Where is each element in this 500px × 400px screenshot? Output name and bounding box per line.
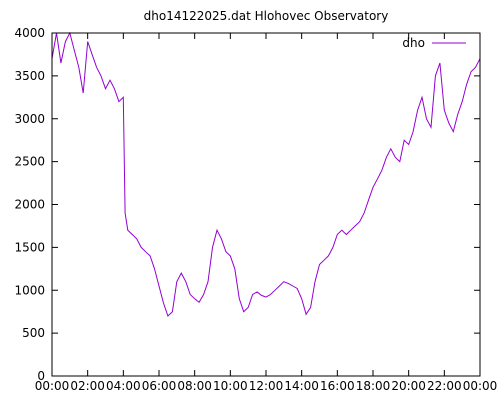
x-tick-label: 08:00 <box>177 379 212 393</box>
y-tick-label: 2500 <box>14 155 45 169</box>
y-tick-label: 3500 <box>14 69 45 83</box>
chart-title: dho14122025.dat Hlohovec Observatory <box>144 9 389 23</box>
y-tick-label: 4000 <box>14 26 45 40</box>
x-tick-label: 10:00 <box>213 379 248 393</box>
y-tick-label: 3000 <box>14 112 45 126</box>
y-tick-label: 0 <box>37 369 45 383</box>
x-tick-label: 20:00 <box>391 379 426 393</box>
y-tick-label: 2000 <box>14 198 45 212</box>
plot-frame <box>51 32 481 377</box>
y-tick-label: 1500 <box>14 240 45 254</box>
x-tick-label: 16:00 <box>320 379 355 393</box>
x-tick-label: 22:00 <box>427 379 462 393</box>
x-tick-label: 06:00 <box>142 379 177 393</box>
x-tick-label: 18:00 <box>356 379 391 393</box>
x-tick-label: 02:00 <box>70 379 105 393</box>
series-line-dho <box>51 31 481 317</box>
x-tick-label: 00:00 <box>35 379 70 393</box>
x-tick-label: 14:00 <box>284 379 319 393</box>
legend-label-dho: dho <box>402 36 425 50</box>
y-tick-label: 1000 <box>14 283 45 297</box>
x-tick-label: 12:00 <box>249 379 284 393</box>
legend: dho <box>402 36 466 50</box>
y-tick-label: 500 <box>22 326 45 340</box>
x-tick-label: 00:00 <box>463 379 498 393</box>
x-tick-label: 04:00 <box>106 379 141 393</box>
